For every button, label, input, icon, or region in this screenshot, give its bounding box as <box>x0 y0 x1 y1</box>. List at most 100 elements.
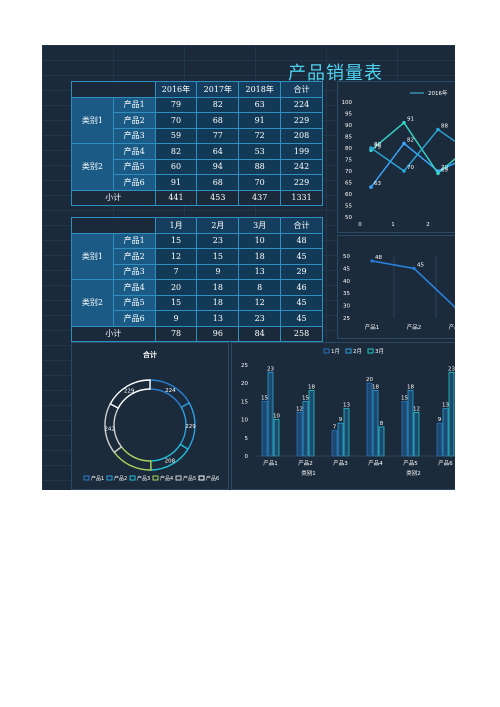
value-cell[interactable]: 15 <box>154 232 198 249</box>
series-line <box>370 142 455 188</box>
value-cell[interactable]: 91 <box>154 174 198 191</box>
value-cell[interactable]: 229 <box>280 112 323 129</box>
bar-label: 20 <box>366 377 373 383</box>
subtotal-cell[interactable]: 258 <box>280 325 323 342</box>
value-cell[interactable]: 48 <box>280 232 323 249</box>
value-cell[interactable]: 15 <box>154 294 198 311</box>
value-cell[interactable]: 15 <box>196 248 240 265</box>
product-cell[interactable]: 产品2 <box>112 112 156 129</box>
product-cell[interactable]: 产品3 <box>112 127 156 144</box>
category-cell[interactable]: 类别2 <box>71 143 114 191</box>
x-tick-label: 产品5 <box>403 459 418 467</box>
table-row: 类别2 产品4 20 18 8 46 <box>71 279 323 327</box>
value-cell[interactable]: 20 <box>154 279 198 296</box>
value-cell[interactable]: 68 <box>196 112 240 129</box>
value-cell[interactable]: 29 <box>280 263 323 280</box>
subtotal-cell[interactable]: 84 <box>238 325 282 342</box>
value-cell[interactable]: 46 <box>280 279 323 296</box>
value-cell[interactable]: 45 <box>280 310 323 327</box>
value-cell[interactable]: 72 <box>238 127 282 144</box>
product-cell[interactable]: 产品1 <box>112 96 156 113</box>
value-cell[interactable]: 68 <box>196 174 240 191</box>
subtotal-cell[interactable]: 96 <box>196 325 240 342</box>
y-tick-label: 25 <box>241 363 248 369</box>
value-cell[interactable]: 10 <box>238 232 282 249</box>
subtotal-row: 小计 78 96 84 258 <box>71 325 323 342</box>
subtotal-cell[interactable]: 453 <box>196 189 240 206</box>
header-cell[interactable]: 2018年 <box>238 81 282 98</box>
subtotal-cell[interactable]: 437 <box>238 189 282 206</box>
value-cell[interactable]: 82 <box>154 143 198 160</box>
value-cell[interactable]: 8 <box>238 279 282 296</box>
value-cell[interactable]: 13 <box>238 263 282 280</box>
monthly-bar-chart[interactable]: 1月 2月 3月 0 5 10 15 20 25 15 23 10 产品1 12 15 18 产品2 7 9 13 产品… <box>231 342 455 490</box>
yearly-line-chart[interactable]: 50 55 60 65 70 75 80 85 90 95 100 0 1 2 2016年 63 82 70 79 9… <box>337 81 455 233</box>
header-cell[interactable]: 3月 <box>238 217 282 234</box>
subtotal-cell[interactable]: 1331 <box>280 189 323 206</box>
header-cell[interactable]: 2017年 <box>196 81 240 98</box>
value-cell[interactable]: 82 <box>196 96 240 113</box>
total-donut-chart[interactable]: 合计 224 229 208 242 229 产品1 产品2 产品3 产品4 产品5 产品6 <box>71 342 229 490</box>
product-cell[interactable]: 产品4 <box>112 143 156 160</box>
value-cell[interactable]: 7 <box>154 263 198 280</box>
sales-by-year-table: 2016年 2017年 2018年 合计 类别1 产品1 79 82 63 224 产品2 70 68 9… <box>71 81 323 206</box>
value-cell[interactable]: 94 <box>196 158 240 175</box>
value-cell[interactable]: 53 <box>238 143 282 160</box>
value-cell[interactable]: 12 <box>238 294 282 311</box>
y-tick-label: 5 <box>245 436 249 442</box>
header-cell[interactable]: 合计 <box>280 81 323 98</box>
value-cell[interactable]: 12 <box>154 248 198 265</box>
value-cell[interactable]: 229 <box>280 174 323 191</box>
value-cell[interactable]: 224 <box>280 96 323 113</box>
value-cell[interactable]: 70 <box>154 112 198 129</box>
value-cell[interactable]: 70 <box>238 174 282 191</box>
category-cell[interactable]: 类别1 <box>71 96 114 144</box>
value-cell[interactable]: 45 <box>280 248 323 265</box>
header-cell[interactable]: 合计 <box>280 217 323 234</box>
product-cell[interactable]: 产品6 <box>112 310 156 327</box>
value-cell[interactable]: 13 <box>196 310 240 327</box>
value-cell[interactable]: 59 <box>154 127 198 144</box>
product-line-chart[interactable]: 25 30 35 40 45 50 产品1 产品2 产品3 48 45 <box>337 235 455 339</box>
subtotal-label[interactable]: 小计 <box>71 189 156 206</box>
value-cell[interactable]: 9 <box>196 263 240 280</box>
category-cell[interactable]: 类别1 <box>71 232 114 280</box>
value-cell[interactable]: 23 <box>196 232 240 249</box>
value-cell[interactable]: 64 <box>196 143 240 160</box>
value-cell[interactable]: 18 <box>238 248 282 265</box>
value-cell[interactable]: 77 <box>196 127 240 144</box>
value-cell[interactable]: 9 <box>154 310 198 327</box>
value-cell[interactable]: 88 <box>238 158 282 175</box>
header-cell[interactable]: 2月 <box>196 217 240 234</box>
header-cell[interactable]: 1月 <box>154 217 198 234</box>
value-cell[interactable]: 242 <box>280 158 323 175</box>
value-cell[interactable]: 18 <box>196 279 240 296</box>
value-cell[interactable]: 23 <box>238 310 282 327</box>
product-cell[interactable]: 产品3 <box>112 263 156 280</box>
product-cell[interactable]: 产品1 <box>112 232 156 249</box>
value-cell[interactable]: 18 <box>196 294 240 311</box>
category-cell[interactable]: 类别2 <box>71 279 114 327</box>
product-cell[interactable]: 产品6 <box>112 174 156 191</box>
value-cell[interactable]: 45 <box>280 294 323 311</box>
value-cell[interactable]: 79 <box>154 96 198 113</box>
product-cell[interactable]: 产品4 <box>112 279 156 296</box>
y-tick-label: 15 <box>241 399 248 405</box>
value-cell[interactable]: 208 <box>280 127 323 144</box>
x-tick-label: 产品6 <box>438 459 453 467</box>
value-cell[interactable]: 60 <box>154 158 198 175</box>
value-cell[interactable]: 63 <box>238 96 282 113</box>
product-cell[interactable]: 产品5 <box>112 158 156 175</box>
subtotal-label[interactable]: 小计 <box>71 325 156 342</box>
x-tick-label: 产品2 <box>407 323 422 331</box>
subtotal-cell[interactable]: 441 <box>154 189 198 206</box>
bar <box>366 382 373 457</box>
header-cell[interactable]: 2016年 <box>154 81 198 98</box>
subtotal-cell[interactable]: 78 <box>154 325 198 342</box>
value-cell[interactable]: 91 <box>238 112 282 129</box>
product-cell[interactable]: 产品5 <box>112 294 156 311</box>
spreadsheet-sheet: 产品销量表 2016年 2017年 2018年 合计 类别1 产品1 79 82 63 224 产品… <box>42 45 455 490</box>
product-cell[interactable]: 产品2 <box>112 248 156 265</box>
data-point <box>370 259 374 263</box>
value-cell[interactable]: 199 <box>280 143 323 160</box>
